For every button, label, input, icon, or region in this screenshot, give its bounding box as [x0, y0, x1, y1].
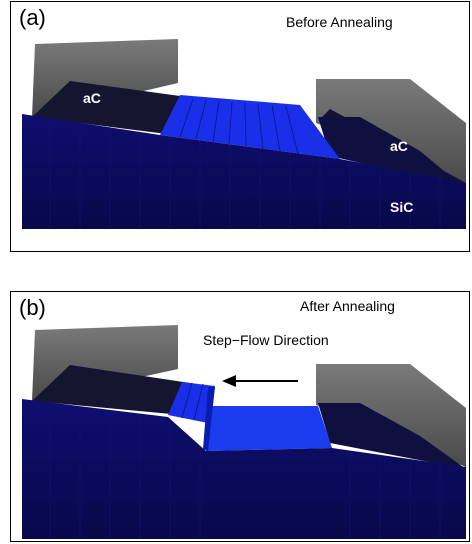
step-edges: [179, 98, 299, 155]
panel-tag: (a): [19, 5, 46, 30]
flat-terrace: [206, 406, 332, 451]
terrace-riser: [203, 387, 215, 451]
substrate-columns: [49, 403, 441, 539]
ac-label-right: aC: [390, 138, 408, 154]
panel-tag: (b): [19, 295, 46, 320]
sic-label: SiC: [390, 199, 414, 215]
before-annealing-illustration: [22, 39, 466, 229]
dark-terrace-right: [318, 403, 466, 469]
after-annealing-illustration: [22, 325, 466, 539]
panel-title: After Annealing: [300, 298, 395, 314]
panel-before-annealing: (a) Before Annealing aC aC SiC: [10, 1, 470, 252]
substrate-front: [22, 114, 466, 229]
panel-after-annealing: (b) After Annealing Step−Flow Direction: [10, 291, 470, 542]
dark-terrace-left: [32, 365, 190, 415]
step-flow-label: Step−Flow Direction: [203, 332, 329, 348]
ac-label-left: aC: [83, 90, 101, 106]
dark-step-right: [318, 117, 466, 187]
substrate-columns: [49, 118, 441, 229]
substrate-front: [22, 399, 466, 539]
step-flow-arrowhead: [222, 375, 236, 387]
mask-wall-right: [316, 364, 466, 467]
bunched-steps: [168, 382, 215, 423]
mask-wall-right: [316, 79, 466, 183]
bunched-step-edges: [181, 382, 204, 421]
panel-title: Before Annealing: [286, 14, 393, 30]
